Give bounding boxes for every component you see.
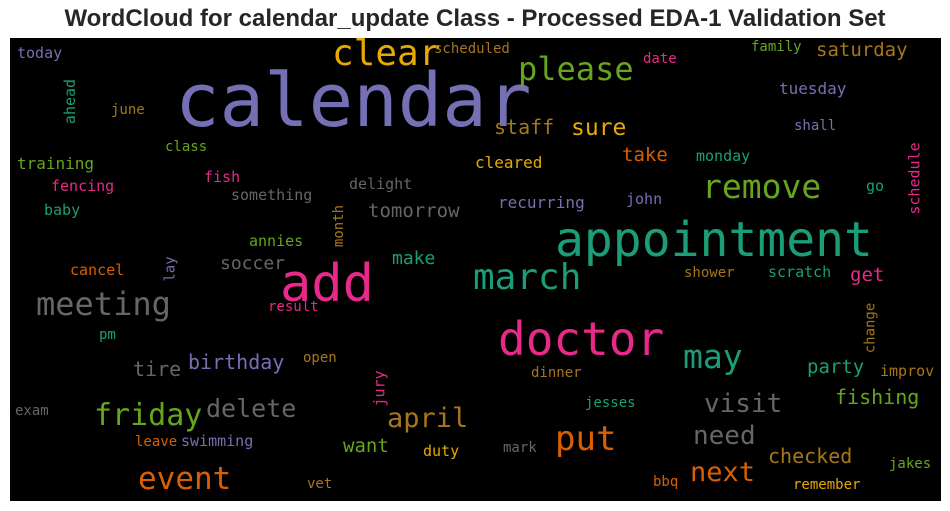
word-recurring: recurring bbox=[498, 193, 585, 212]
word-checked: checked bbox=[768, 444, 853, 468]
word-june: june bbox=[111, 102, 145, 118]
word-training: training bbox=[17, 154, 95, 173]
word-schedule: schedule bbox=[905, 142, 924, 215]
word-fish: fish bbox=[204, 168, 241, 186]
word-dinner: dinner bbox=[531, 365, 582, 381]
word-remove: remove bbox=[702, 167, 822, 206]
word-bbq: bbq bbox=[653, 474, 679, 490]
word-john: john bbox=[626, 190, 663, 208]
word-go: go bbox=[866, 177, 885, 195]
word-fishing: fishing bbox=[835, 385, 920, 409]
word-change: change bbox=[862, 302, 879, 354]
word-visit: visit bbox=[704, 389, 783, 419]
word-remember: remember bbox=[793, 477, 861, 493]
word-birthday: birthday bbox=[188, 350, 285, 374]
word-jesses: jesses bbox=[585, 395, 636, 411]
word-today: today bbox=[17, 44, 63, 62]
word-staff: staff bbox=[494, 115, 555, 139]
word-delight: delight bbox=[349, 175, 413, 193]
word-cancel: cancel bbox=[70, 261, 125, 279]
word-open: open bbox=[303, 350, 337, 366]
word-tomorrow: tomorrow bbox=[368, 200, 460, 222]
word-improv: improv bbox=[880, 362, 935, 380]
word-soccer: soccer bbox=[220, 253, 286, 274]
word-family: family bbox=[751, 39, 802, 55]
word-shall: shall bbox=[794, 118, 837, 134]
word-class: class bbox=[165, 139, 208, 155]
word-appointment: appointment bbox=[555, 212, 873, 268]
word-date: date bbox=[643, 51, 677, 67]
word-ahead: ahead bbox=[61, 78, 80, 125]
word-meeting: meeting bbox=[36, 285, 171, 323]
word-delete: delete bbox=[206, 394, 297, 423]
word-next: next bbox=[690, 457, 756, 488]
word-mark: mark bbox=[503, 440, 537, 456]
word-cleared: cleared bbox=[475, 153, 543, 172]
word-shower: shower bbox=[684, 265, 735, 281]
word-monday: monday bbox=[696, 147, 751, 165]
word-clear: clear bbox=[332, 38, 441, 74]
word-calendar: calendar bbox=[175, 58, 532, 144]
word-make: make bbox=[392, 248, 436, 269]
word-friday: friday bbox=[94, 398, 203, 433]
word-april: april bbox=[387, 403, 469, 434]
word-fencing: fencing bbox=[51, 177, 115, 195]
word-month: month bbox=[331, 204, 348, 248]
word-add: add bbox=[280, 254, 374, 314]
word-jakes: jakes bbox=[889, 456, 932, 472]
word-annies: annies bbox=[249, 232, 304, 250]
word-jury: jury bbox=[370, 370, 389, 407]
word-tire: tire bbox=[133, 357, 182, 381]
word-saturday: saturday bbox=[816, 39, 908, 61]
word-put: put bbox=[555, 419, 617, 459]
word-sure: sure bbox=[571, 115, 627, 141]
word-scratch: scratch bbox=[768, 263, 832, 281]
word-march: march bbox=[473, 257, 582, 298]
word-event: event bbox=[138, 461, 232, 497]
wordcloud-canvas: calendar appointment add doctor clear pl… bbox=[10, 38, 941, 501]
word-leave: leave bbox=[135, 434, 178, 450]
word-scheduled: scheduled bbox=[434, 41, 510, 57]
word-baby: baby bbox=[44, 201, 81, 219]
word-something: something bbox=[231, 186, 313, 204]
word-duty: duty bbox=[423, 442, 460, 460]
chart-title: WordCloud for calendar_update Class - Pr… bbox=[64, 5, 886, 32]
word-please: please bbox=[518, 50, 634, 88]
word-pm: pm bbox=[99, 327, 116, 343]
word-party: party bbox=[807, 356, 865, 378]
word-vet: vet bbox=[307, 476, 333, 492]
word-swimming: swimming bbox=[181, 432, 254, 450]
word-want: want bbox=[343, 435, 389, 457]
word-need: need bbox=[693, 421, 756, 451]
word-take: take bbox=[622, 144, 668, 166]
word-may: may bbox=[683, 337, 743, 376]
word-tuesday: tuesday bbox=[779, 79, 847, 98]
word-doctor: doctor bbox=[498, 312, 665, 366]
word-lay: lay bbox=[162, 256, 179, 282]
word-exam: exam bbox=[15, 403, 49, 419]
word-result: result bbox=[268, 299, 319, 315]
word-get: get bbox=[850, 264, 885, 286]
